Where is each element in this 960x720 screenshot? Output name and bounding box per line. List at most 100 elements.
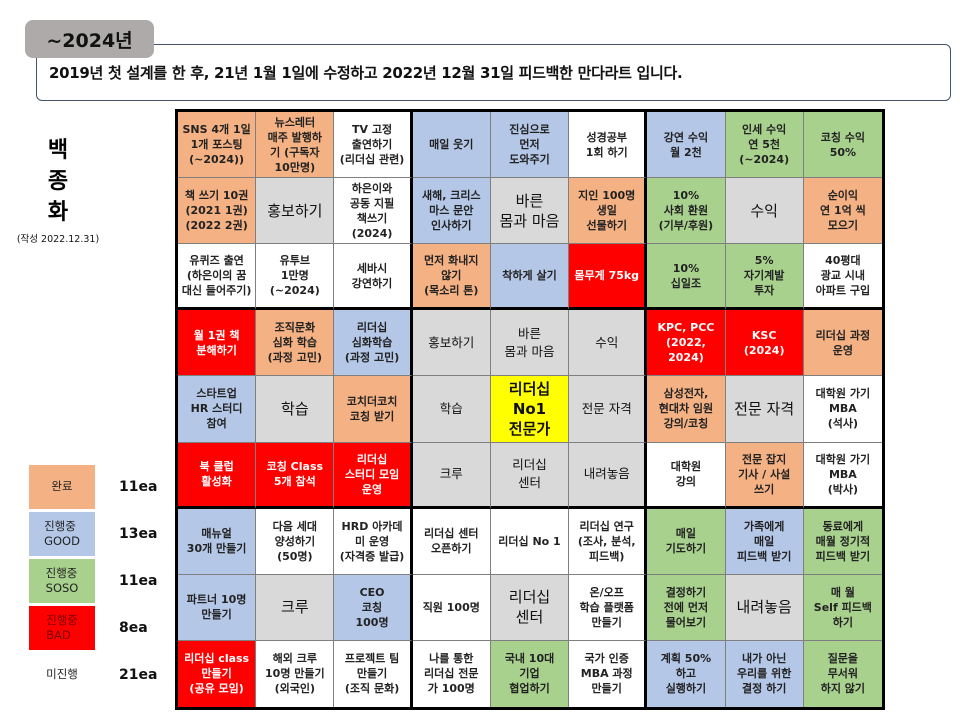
cell-text: 수익	[595, 334, 619, 350]
cell-text: 리더십 심화학습 (과정 고민)	[344, 321, 400, 365]
block-center-cell: 수익	[725, 178, 804, 245]
mandalart-cell: KSC (2024)	[725, 310, 804, 377]
legend-label: 완료	[51, 479, 73, 493]
cell-text: 진심으로 먼저 도와주기	[509, 123, 550, 167]
mandalart-cell: 리더십 센터 오픈하기	[412, 508, 491, 575]
cell-text: 홍보하기	[428, 334, 475, 350]
cell-text: KPC, PCC (2022, 2024)	[657, 321, 715, 365]
mandalart-cell: 코치더코치 코칭 받기	[334, 376, 413, 443]
mandalart-cell: 가족에게 매일 피드백 받기	[725, 508, 804, 575]
cell-text: 강연 수익 월 2천	[663, 130, 709, 159]
legend-swatch-soso: 진행중 SOSO	[29, 558, 95, 603]
mandalart-cell: 계획 50% 하고 실행하기	[647, 640, 726, 707]
cell-text: 코칭 Class 5개 참석	[266, 460, 324, 489]
cell-text: 뉴스레터 매주 발행하 기 (구독자 10만명)	[267, 115, 323, 174]
legend-count: 11ea	[119, 478, 158, 495]
legend-count: 8ea	[119, 619, 148, 636]
cell-text: 순이익 연 1억 씩 모으기	[820, 189, 866, 233]
mandalart-cell: 리더십 class 만들기 (공유 모임)	[178, 640, 257, 707]
mandalart-cell: 40평대 광교 시내 아파트 구입	[803, 244, 882, 311]
cell-text: 해외 크루 10명 만들기 (외국인)	[265, 652, 325, 696]
mandalart-cell: 다음 세대 양성하기 (50명)	[256, 508, 335, 575]
core-goal-cell: 리더십 No1 전문가	[490, 376, 570, 443]
mandalart-cell: 책 쓰기 10권 (2021 1권) (2022 2권)	[178, 178, 257, 245]
mandalart-cell: 인세 수익 연 5천 (~2024)	[725, 112, 804, 179]
status-legend: 완료 11ea 진행중 GOOD 13ea 진행중 SOSO 11ea 진행중 …	[29, 463, 169, 698]
cell-text: HRD 아카데 미 운영 (자격증 발급)	[339, 519, 405, 563]
mandalart-cell: 유퀴즈 출연 (하은이의 꿈 대신 들어주기)	[178, 244, 257, 311]
cell-text: 바른 몸과 마음	[499, 191, 560, 230]
cell-text: 파트너 10명 만들기	[186, 593, 247, 622]
mandalart-cell: 매일 웃기	[412, 112, 491, 179]
cell-text: 내가 아닌 우리를 위한 결정 하기	[736, 652, 792, 696]
cell-text: 코칭 수익 50%	[820, 130, 866, 159]
legend-row-good: 진행중 GOOD 13ea	[29, 510, 169, 557]
cell-text: 매일 기도하기	[665, 527, 707, 556]
author-block: 백 종 화 (작성 2022.12.31)	[0, 135, 116, 245]
legend-swatch-bad: 진행중 BAD	[29, 605, 95, 650]
block-center-cell: 학습	[256, 376, 335, 443]
mandalart-cell: 세바시 강연하기	[334, 244, 413, 311]
cell-text: 리더십 스터디 모임 운영	[344, 452, 400, 496]
block-center-cell: 크루	[256, 574, 335, 641]
cell-text: 온/오프 학습 플랫폼 만들기	[579, 585, 634, 629]
mandalart-cell: 직원 100명	[412, 574, 491, 641]
cell-text: 국가 인증 MBA 과정 만들기	[580, 652, 633, 696]
sub-goal-cell: 내려놓음	[569, 442, 648, 509]
sub-goal-cell: 수익	[569, 310, 648, 377]
mandalart-cell: 리더십 과정 운영	[803, 310, 882, 377]
mandalart-cell: 온/오프 학습 플랫폼 만들기	[569, 574, 648, 641]
cell-text: 코치더코치 코칭 받기	[346, 394, 398, 423]
legend-row-done: 완료 11ea	[29, 463, 169, 510]
cell-text: 프로젝트 팀 만들기 (조직 문화)	[344, 652, 400, 696]
legend-row-not-started: 미진행 21ea	[29, 651, 169, 698]
mandalart-cell: 대학원 강의	[647, 442, 726, 509]
legend-swatch-good: 진행중 GOOD	[29, 511, 95, 556]
sub-goal-cell: 크루	[412, 442, 491, 509]
mandalart-cell: 매뉴얼 30개 만들기	[178, 508, 257, 575]
mandalart-grid: SNS 4개 1일 1개 포스팅 (~2024)) 뉴스레터 매주 발행하 기 (…	[175, 109, 885, 710]
cell-text: 직원 100명	[422, 600, 480, 614]
cell-text: 홍보하기	[267, 201, 323, 220]
mandalart-cell: 하은이와 공동 지필 책쓰기 (2024)	[334, 178, 413, 245]
sub-goal-cell: 학습	[412, 376, 491, 443]
cell-text: 10% 사회 환원 (기부/후원)	[658, 189, 714, 233]
legend-count: 21ea	[119, 666, 158, 683]
mandalart-cell: 진심으로 먼저 도와주기	[490, 112, 570, 179]
mandalart-cell: 먼저 화내지 않기 (목소리 톤)	[412, 244, 491, 311]
intro-text: 2019년 첫 설계를 한 후, 21년 1월 1일에 수정하고 2022년 1…	[49, 64, 683, 82]
legend-count: 13ea	[119, 525, 158, 542]
mandalart-cell: 뉴스레터 매주 발행하 기 (구독자 10만명)	[256, 112, 335, 179]
cell-text: 리더십 No 1	[498, 534, 561, 548]
mandalart-cell: 강연 수익 월 2천	[647, 112, 726, 179]
legend-swatch-not-started: 미진행	[29, 652, 95, 697]
cell-text: 인세 수익 연 5천 (~2024)	[739, 123, 790, 167]
mandalart-cell: 코칭 Class 5개 참석	[256, 442, 335, 509]
cell-text: 동료에게 매월 정기적 피드백 받기	[815, 519, 871, 563]
cell-text: 리더십 센터 오픈하기	[424, 527, 479, 556]
cell-text: 나를 통한 리더십 전문 가 100명	[424, 652, 479, 696]
author-name: 백 종 화	[48, 135, 68, 228]
mandalart-cell: 국가 인증 MBA 과정 만들기	[569, 640, 648, 707]
cell-text: 학습	[439, 400, 463, 416]
mandalart-cell: 삼성전자, 현대차 임원 강의/코칭	[647, 376, 726, 443]
cell-text: 유투브 1만명 (~2024)	[269, 254, 320, 298]
mandalart-cell: 리더십 심화학습 (과정 고민)	[334, 310, 413, 377]
mandalart-cell: 내가 아닌 우리를 위한 결정 하기	[725, 640, 804, 707]
cell-text: 매뉴얼 30개 만들기	[186, 527, 247, 556]
mandalart-cell: 해외 크루 10명 만들기 (외국인)	[256, 640, 335, 707]
cell-text: 리더십 class 만들기 (공유 모임)	[184, 652, 250, 696]
author-name-char: 종	[47, 169, 69, 194]
mandalart-cell: 리더십 스터디 모임 운영	[334, 442, 413, 509]
mandalart-cell: 스타트업 HR 스터디 참여	[178, 376, 257, 443]
block-center-cell: 내려놓음	[725, 574, 804, 641]
sub-goal-cell: 홍보하기	[412, 310, 491, 377]
sub-goal-cell: 바른 몸과 마음	[490, 310, 570, 377]
cell-text: 전문 자격	[581, 400, 632, 416]
cell-text: 리더십 센터	[508, 588, 551, 627]
mandalart-cell: 지인 100명 생일 선물하기	[569, 178, 648, 245]
cell-text: 5% 자기계발 투자	[743, 254, 785, 298]
mandalart-cell: 북 클럽 활성화	[178, 442, 257, 509]
cell-text: 10% 십일조	[670, 261, 702, 290]
cell-text: 바른 몸과 마음	[504, 325, 555, 359]
